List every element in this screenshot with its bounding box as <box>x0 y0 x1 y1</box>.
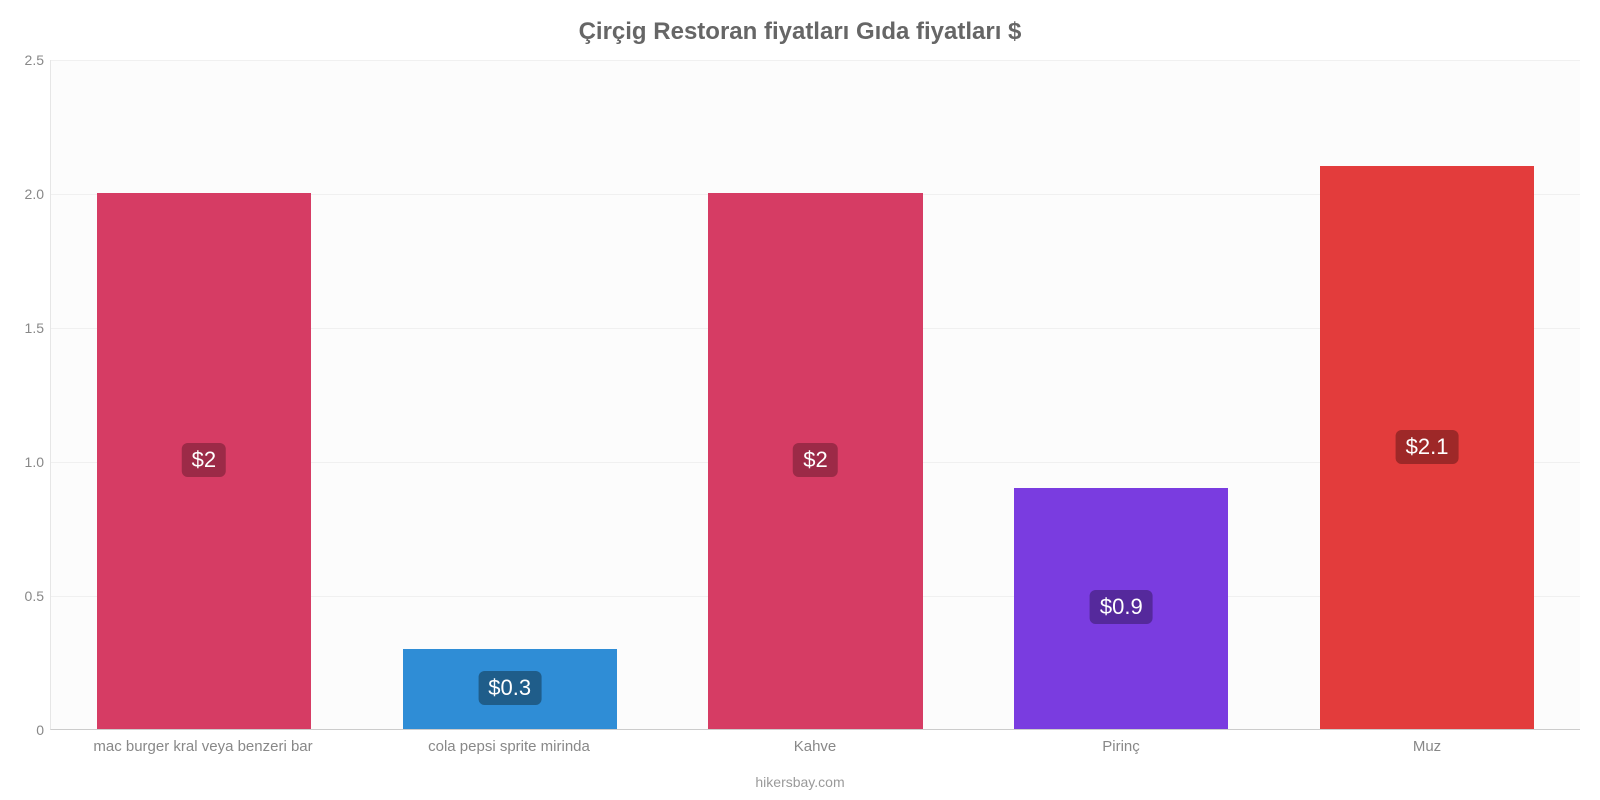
y-tick-label: 1.5 <box>4 320 44 336</box>
y-tick-label: 1.0 <box>4 454 44 470</box>
x-tick-label: Pirinç <box>968 732 1274 755</box>
value-badge: $0.9 <box>1090 590 1153 624</box>
chart-footer: hikersbay.com <box>0 774 1600 790</box>
bar-slot: $2.1 <box>1274 60 1580 729</box>
bar: $2 <box>97 193 311 729</box>
y-tick-label: 2.5 <box>4 52 44 68</box>
value-badge: $2.1 <box>1396 430 1459 464</box>
x-axis-labels: mac burger kral veya benzeri barcola pep… <box>50 732 1580 755</box>
value-badge: $0.3 <box>478 671 541 705</box>
price-bar-chart: Çirçig Restoran fiyatları Gıda fiyatları… <box>0 0 1600 800</box>
bar-slot: $2 <box>663 60 969 729</box>
value-badge: $2 <box>182 443 226 477</box>
plot-area: $2 $0.3 $2 $0.9 $2.1 <box>50 60 1580 730</box>
x-tick-label: cola pepsi sprite mirinda <box>356 732 662 755</box>
bar-slot: $0.9 <box>968 60 1274 729</box>
y-tick-label: 2.0 <box>4 186 44 202</box>
chart-title: Çirçig Restoran fiyatları Gıda fiyatları… <box>0 18 1600 46</box>
bar: $2 <box>708 193 922 729</box>
value-badge: $2 <box>793 443 837 477</box>
bars-container: $2 $0.3 $2 $0.9 $2.1 <box>51 60 1580 729</box>
x-tick-label: Muz <box>1274 732 1580 755</box>
bar: $0.9 <box>1014 488 1228 729</box>
y-tick-label: 0.5 <box>4 588 44 604</box>
bar: $2.1 <box>1320 166 1534 729</box>
x-tick-label: mac burger kral veya benzeri bar <box>50 732 356 755</box>
y-tick-label: 0 <box>4 722 44 738</box>
bar-slot: $2 <box>51 60 357 729</box>
bar: $0.3 <box>403 649 617 729</box>
x-tick-label: Kahve <box>662 732 968 755</box>
bar-slot: $0.3 <box>357 60 663 729</box>
